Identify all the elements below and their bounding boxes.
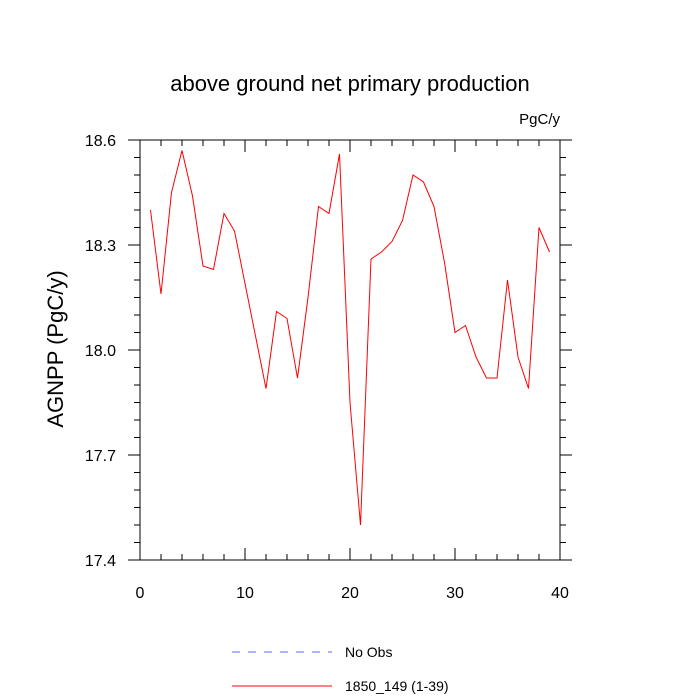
legend-label: 1850_149 (1-39): [345, 678, 449, 694]
y-tick-label: 17.4: [85, 553, 116, 570]
x-tick-label: 30: [446, 585, 464, 602]
series-line: [150, 150, 550, 526]
x-tick-label: 0: [136, 585, 145, 602]
y-tick-label: 18.0: [85, 343, 116, 360]
y-tick-label: 18.6: [85, 133, 116, 150]
legend-label: No Obs: [345, 644, 392, 660]
chart-title: above ground net primary production: [170, 71, 530, 96]
units-label: PgC/y: [519, 111, 560, 128]
axis-ticks: [128, 139, 572, 561]
axis-tick-labels: 0 10 20 30 40 17.4 17.7 18.0 18.3 18.6: [85, 133, 569, 602]
series-group: [150, 150, 550, 526]
y-tick-label: 18.3: [85, 238, 116, 255]
legend: No Obs 1850_149 (1-39): [232, 644, 449, 694]
y-axis-label: AGNPP (PgC/y): [43, 270, 68, 427]
x-tick-label: 10: [236, 585, 254, 602]
y-tick-label: 17.7: [85, 448, 116, 465]
plot-frame: [139, 139, 561, 561]
x-tick-label: 20: [341, 585, 359, 602]
x-tick-label: 40: [551, 585, 569, 602]
